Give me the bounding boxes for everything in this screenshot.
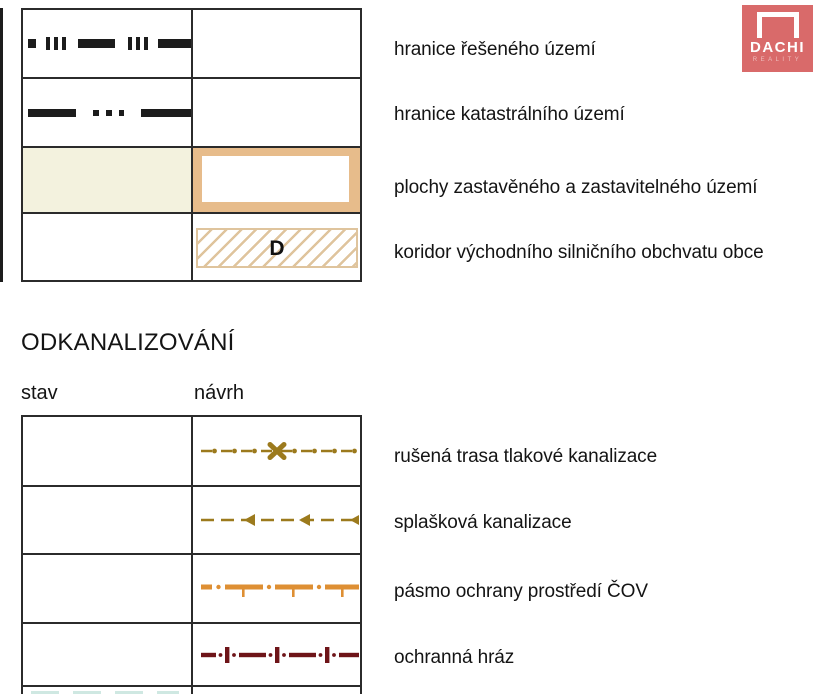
bar xyxy=(45,37,50,50)
legend-label: hranice řešeného území xyxy=(394,39,596,60)
legend-label: hranice katastrálního území xyxy=(394,104,625,125)
legend-label: rušená trasa tlakové kanalizace xyxy=(394,446,658,467)
legend-cell: D xyxy=(193,214,360,280)
bar xyxy=(143,37,148,50)
cadastral-territory-boundary-symbol xyxy=(23,79,192,146)
legend-cell xyxy=(193,148,360,214)
logo-brand: DACHI xyxy=(750,39,805,56)
legend-cell xyxy=(193,79,360,148)
door-frame-icon xyxy=(756,12,799,38)
dot xyxy=(118,109,125,116)
legend-cell xyxy=(23,214,193,280)
legend-cell xyxy=(23,10,193,79)
legend-label: koridor východního silničního obchvatu o… xyxy=(394,242,764,263)
legend-cell xyxy=(193,687,360,694)
built-up-area-swatch-proposal xyxy=(193,148,360,212)
logo-tagline: REALITY xyxy=(752,57,803,63)
sewerage-legend-table xyxy=(21,415,362,694)
sewage-line-icon xyxy=(201,514,359,526)
section-heading: ODKANALIZOVÁNÍ xyxy=(21,329,235,356)
legend-cell xyxy=(23,555,193,624)
dash xyxy=(141,108,192,117)
legend-cell xyxy=(193,624,360,687)
dash xyxy=(157,39,191,48)
bar xyxy=(127,37,132,50)
bar xyxy=(135,37,140,50)
dot xyxy=(92,109,99,116)
corridor-letter: D xyxy=(269,236,285,260)
legend-cell xyxy=(193,10,360,79)
column-header-stav: stav xyxy=(21,382,58,404)
legend-cell xyxy=(23,687,193,694)
bypass-corridor-symbol: D xyxy=(196,228,358,268)
bar xyxy=(61,37,66,50)
legend-cell xyxy=(23,487,193,555)
legend-cell xyxy=(23,148,193,214)
water-line-hint-icon xyxy=(31,691,179,694)
dot xyxy=(105,109,112,116)
legend-cell xyxy=(193,417,360,487)
legend-label: splašková kanalizace xyxy=(394,512,572,533)
legend-label: plochy zastavěného a zastavitelného územ… xyxy=(394,177,758,198)
legend-cell xyxy=(193,555,360,624)
cancelled-pressure-sewer-line-icon xyxy=(201,442,359,460)
dachi-logo: DACHI REALITY xyxy=(742,5,813,72)
built-up-area-swatch-state xyxy=(23,148,191,212)
dash xyxy=(28,108,76,117)
dash xyxy=(28,39,36,48)
solved-territory-boundary-symbol xyxy=(23,10,191,77)
legend-cell xyxy=(193,487,360,555)
cropped-left-table-edge xyxy=(0,8,3,282)
legend-label: pásmo ochrany prostředí ČOV xyxy=(394,581,648,602)
dash xyxy=(77,39,115,48)
column-header-navrh: návrh xyxy=(194,382,245,404)
cov-protection-zone-line-icon xyxy=(201,584,359,597)
boundaries-legend-table: D xyxy=(21,8,362,282)
legend-cell xyxy=(23,417,193,487)
protective-dike-line-icon xyxy=(201,646,359,663)
legend-cell xyxy=(23,79,193,148)
legend-label: ochranná hráz xyxy=(394,647,515,668)
legend-cell xyxy=(23,624,193,687)
bar xyxy=(53,37,58,50)
swatch-inner-rect xyxy=(202,156,349,202)
